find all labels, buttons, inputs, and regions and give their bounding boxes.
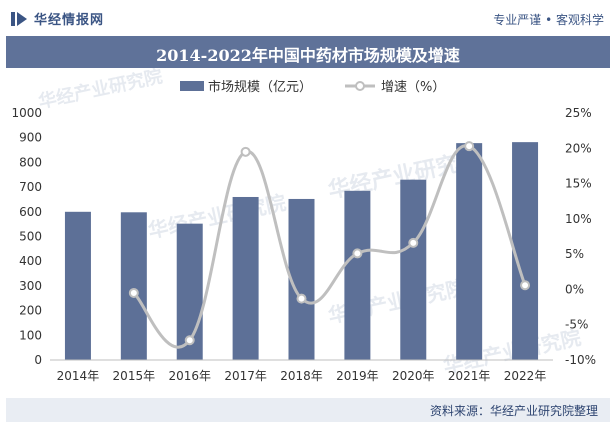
growth-point: [128, 287, 139, 298]
y-left-tick-label: 800: [19, 155, 42, 169]
bar: [232, 196, 259, 360]
huajing-logo-icon: [11, 11, 27, 26]
slogan: 专业严谨 • 客观科学: [493, 13, 604, 27]
y-left-tick-label: 500: [19, 230, 42, 244]
brand-name: 华经情报网: [34, 13, 105, 28]
y-right-tick-label: 15%: [565, 177, 592, 191]
x-tick-label: 2021年: [448, 369, 491, 383]
y-right-tick-label: -10%: [565, 353, 596, 367]
y-right-tick-label: 5%: [565, 247, 584, 261]
bar: [64, 211, 91, 360]
watermark-text: 华经产业研究院: [36, 68, 164, 113]
source-note: 资料来源：华经产业研究院整理: [429, 404, 598, 418]
y-left-tick-label: 300: [19, 279, 42, 293]
y-right-tick-label: 25%: [565, 106, 592, 120]
x-tick-label: 2019年: [336, 369, 379, 383]
growth-point: [520, 280, 531, 291]
y-right-tick-label: 0%: [565, 282, 584, 296]
x-tick-label: 2022年: [504, 369, 547, 383]
bar: [344, 190, 371, 360]
x-tick-label: 2016年: [168, 369, 211, 383]
bar: [512, 142, 539, 360]
y-left-tick-label: 1000: [11, 106, 42, 120]
legend-swatch-bar: [180, 81, 204, 91]
y-left-tick-label: 400: [19, 254, 42, 268]
x-tick-label: 2020年: [392, 369, 435, 383]
legend-swatch-marker: [355, 81, 365, 91]
y-left-tick-label: 100: [19, 328, 42, 342]
title-bar: 2014-2022年中国中药材市场规模及增速: [6, 36, 610, 68]
growth-point: [352, 248, 363, 259]
growth-point: [296, 293, 307, 304]
legend-label-line: 增速（%）: [381, 80, 445, 95]
growth-point: [408, 237, 419, 248]
bar: [400, 179, 427, 360]
y-left-tick-label: 900: [19, 131, 42, 145]
chart: 华经产业研究院华经产业研究院华经产业研究院华经产业研究院华经产业研究院01002…: [11, 68, 596, 383]
chart-title: 2014-2022年中国中药材市场规模及增速: [156, 46, 460, 65]
y-right-tick-label: -5%: [565, 318, 588, 332]
footer: 资料来源：华经产业研究院整理: [6, 398, 610, 422]
bar: [120, 212, 147, 360]
growth-point: [184, 335, 195, 346]
bar: [288, 198, 315, 360]
y-right-tick-label: 10%: [565, 212, 592, 226]
y-left-tick-label: 200: [19, 304, 42, 318]
brand[interactable]: 华经情报网: [10, 9, 104, 28]
growth-point: [240, 146, 251, 157]
legend-label-bar: 市场规模（亿元）: [208, 79, 312, 95]
x-tick-label: 2015年: [113, 369, 156, 383]
bar: [456, 143, 483, 360]
x-tick-label: 2017年: [224, 369, 267, 383]
growth-point: [464, 141, 475, 152]
x-tick-label: 2014年: [57, 369, 100, 383]
y-left-tick-label: 700: [19, 180, 42, 194]
y-right-tick-label: 20%: [565, 141, 592, 155]
y-left-tick-label: 0: [34, 353, 42, 367]
x-tick-label: 2018年: [280, 369, 323, 383]
top-bar: 华经情报网 专业严谨 • 客观科学: [0, 0, 616, 36]
y-left-tick-label: 600: [19, 205, 42, 219]
